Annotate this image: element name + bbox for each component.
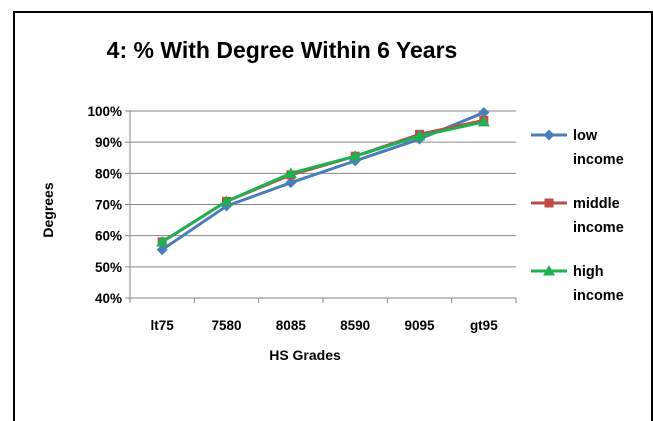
- legend-label: income: [573, 152, 624, 168]
- gridlines: [125, 110, 516, 299]
- x-tick-label: 8590: [340, 318, 370, 333]
- x-axis-label: HS Grades: [269, 347, 341, 363]
- y-tick-label: 80%: [95, 166, 122, 181]
- data-point: [349, 150, 362, 161]
- legend-label: high: [573, 264, 604, 280]
- legend-label: low: [573, 128, 598, 144]
- y-tick-label: 60%: [95, 229, 122, 244]
- series-lines: [156, 107, 490, 256]
- y-axis-label: Degrees: [40, 182, 56, 237]
- x-tick-label: gt95: [470, 318, 498, 333]
- data-point: [544, 198, 554, 208]
- series-square: [157, 115, 489, 247]
- y-tick-label: 40%: [95, 291, 122, 306]
- data-point: [284, 167, 297, 178]
- data-point: [477, 115, 490, 127]
- series-line: [161, 120, 485, 244]
- legend-entry: high income: [531, 264, 624, 304]
- y-tick-label: 70%: [95, 198, 122, 213]
- y-tick-label: 100%: [87, 104, 122, 119]
- x-tick-label: 8085: [276, 318, 307, 333]
- plot-axes: [129, 111, 517, 303]
- data-point: [285, 177, 297, 189]
- data-point: [543, 265, 555, 276]
- x-tick-label: 7580: [211, 318, 241, 333]
- data-point: [156, 235, 169, 247]
- y-tick-label: 90%: [95, 135, 122, 150]
- legend-entry: middle income: [531, 196, 624, 236]
- legend-label: income: [573, 220, 624, 236]
- x-tick-label: 9095: [404, 318, 435, 333]
- x-tick-label: lt75: [151, 318, 175, 333]
- data-point: [478, 107, 490, 119]
- legend: low income middle income high income: [531, 128, 624, 304]
- legend-label: middle: [573, 196, 620, 212]
- series-line: [161, 118, 485, 244]
- series-triangle: [156, 115, 490, 247]
- legend-label: income: [573, 288, 624, 304]
- data-point: [543, 129, 555, 141]
- data-point: [156, 244, 168, 256]
- legend-entry: low income: [531, 128, 624, 168]
- chart-frame: [13, 11, 653, 421]
- data-point: [413, 129, 426, 141]
- x-tick-labels: lt75 7580 8085 8590 9095 gt95: [151, 318, 499, 333]
- y-tick-label: 50%: [95, 260, 122, 275]
- chart-title: 4: % With Degree Within 6 Years: [107, 37, 458, 63]
- y-tick-labels: 40% 50% 60% 70% 80% 90% 100%: [87, 104, 122, 306]
- data-point: [220, 195, 233, 206]
